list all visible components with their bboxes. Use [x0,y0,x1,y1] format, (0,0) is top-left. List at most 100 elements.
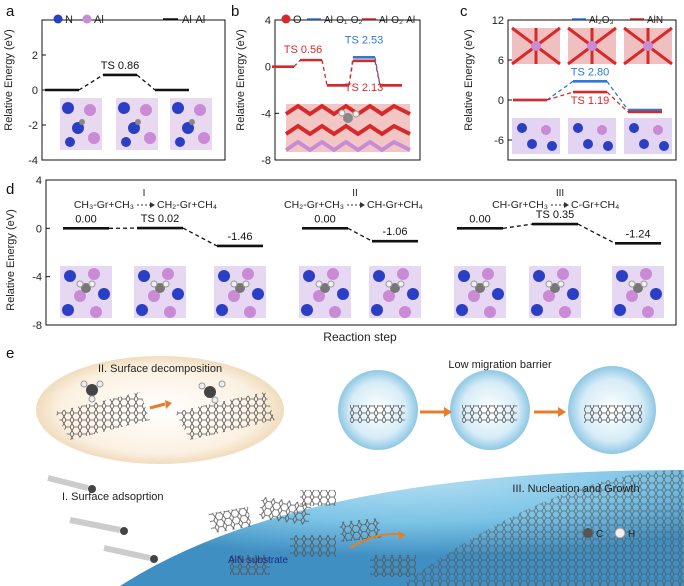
decomp-arrowhead [165,400,172,409]
migration-graphene-1 [350,405,405,423]
legend-N-dot [53,14,63,24]
panel-d-frame [45,179,677,326]
panel-d-xlabel: Reaction step [323,330,397,344]
energy-connector [546,80,574,101]
ts-label: TS 2.80 [571,66,610,78]
panel-a: a Relative Energy (eV) 20-2-4 TS 0.86 N … [3,3,226,167]
reaction-arrowhead-II [360,202,365,208]
decomp-arrow [149,402,166,410]
panel-c-ylabel: Relative Energy (eV) [463,29,475,131]
reaction-II: II CH₂-Gr+CH₃ CH-Gr+CH₄ [284,188,423,211]
structure-b-slab [284,103,411,153]
adsorbate-structure [369,266,421,318]
y-tick-label: 4 [265,15,271,27]
ts-label: TS 2.53 [345,34,384,46]
ts-label: TS 2.13 [345,82,384,94]
panel-c-y-ticks: 12 6 0 -6 [492,15,512,147]
reaction-numeral-I: I [143,188,146,199]
energy-value-label: -1.24 [625,228,650,240]
legend-c-red-label: AlN [647,15,663,26]
reaction-I: I CH₃-Gr+CH₃ CH₂-Gr+CH₄ [74,188,217,211]
legend-Al-dot [82,14,92,24]
energy-connector [321,60,328,86]
decomp-graphene-2 [175,392,275,440]
y-tick-label: 2 [32,50,38,62]
panel-b-ylabel: Relative Energy (eV) [235,29,247,131]
energy-connector [606,91,629,113]
panel-label-b: b [231,3,239,20]
energy-connector [502,223,533,229]
y-tick-label: 0 [32,85,38,97]
reaction-left-II: CH₂-Gr+CH₃ [284,199,344,211]
stage4-label: III. Nucleation and Growth [512,483,639,495]
graphene-film [400,470,684,586]
energy-connector [136,74,156,91]
reaction-left-III: CH-Gr+CH₃ [492,199,548,211]
legend-N-label: N [65,14,73,26]
energy-connector [577,223,616,244]
y-tick-label: -8 [32,320,42,332]
ts-label: TS 0.56 [284,44,323,56]
substrate-label: AlN substrate [228,555,288,566]
legend-c-blue-label: Al₂O₃ [589,15,614,26]
methyl-molecule [198,380,226,404]
adsorbate-structure [60,266,112,318]
decomp-graphene-1 [55,392,150,440]
legend-b-red-label: Al-O₂-Al [379,15,415,26]
y-tick-label: -4 [28,155,38,167]
panel-label-a: a [6,3,15,20]
legend-O-label: O [293,14,302,26]
panel-c-frame [507,19,677,161]
energy-value-label: 0.00 [314,213,335,225]
migration-graphene-2 [462,405,517,423]
panel-c-structures-bottom [512,118,672,154]
structure-a-3 [170,98,212,150]
panel-b-y-ticks: 4 0 -4 -8 [261,15,279,167]
panel-a-ylabel: Relative Energy (eV) [3,29,15,131]
methane-molecule-1 [80,380,104,403]
reaction-numeral-III: III [556,188,564,199]
migration-arrowhead-1 [444,407,452,417]
y-tick-label: -4 [32,272,42,284]
panel-d-plot: 0.00 TS 0.02 -1.46 0.00 -1.06 0.00 TS 0.35 -1.2… [63,209,661,248]
panel-a-plot: TS 0.86 [45,60,189,92]
legend-O-dot [281,14,291,24]
y-tick-label: -4 [261,108,271,120]
y-tick-label: 0 [498,95,504,107]
y-tick-label: 0 [36,223,42,235]
y-tick-label: -8 [261,155,271,167]
stage2-label: II. Surface decomposition [98,363,222,375]
panel-d-structures [60,266,664,318]
panel-d: d Relative Energy (eV) 4 0 -4 -8 0.00 TS 0.0… [5,175,677,344]
energy-connector [546,91,574,101]
panel-label-e: e [6,345,14,362]
energy-connector [347,227,373,242]
panel-d-ylabel: Relative Energy (eV) [5,209,17,311]
adsorbate-structure [454,266,506,318]
migration-graphene-3 [584,405,642,423]
ts-label: TS 1.19 [571,95,610,107]
legend-b-blue-label: Al-O₁-O₂ [324,15,362,26]
panel-a-y-ticks: 2 0 -2 -4 [28,50,46,167]
graphene-flakes [208,490,416,577]
adsorbate-structure [299,266,351,318]
incoming-methane [47,475,158,563]
reaction-numeral-II: II [352,188,358,199]
legend-C-label: C [596,529,603,540]
panel-label-d: d [6,181,14,198]
panel-b-plot: TS 0.56 TS 2.53 TS 2.13 [272,34,402,94]
stage3-label: Low migration barrier [448,359,552,371]
legend-H-dot [614,527,626,539]
panel-e: e AlN substrate II. Surface decompositio… [6,345,684,586]
energy-connector [606,80,629,111]
y-tick-label: 4 [36,175,42,187]
panel-c-plot: TS 2.80 TS 1.19 [513,66,662,114]
energy-value-label: TS 0.35 [536,209,575,221]
y-tick-label: 12 [492,15,504,27]
structure-a-2 [116,98,158,150]
panel-a-structures [60,98,212,150]
legend-H-label: H [628,529,635,540]
adsorbate-structure [134,266,186,318]
